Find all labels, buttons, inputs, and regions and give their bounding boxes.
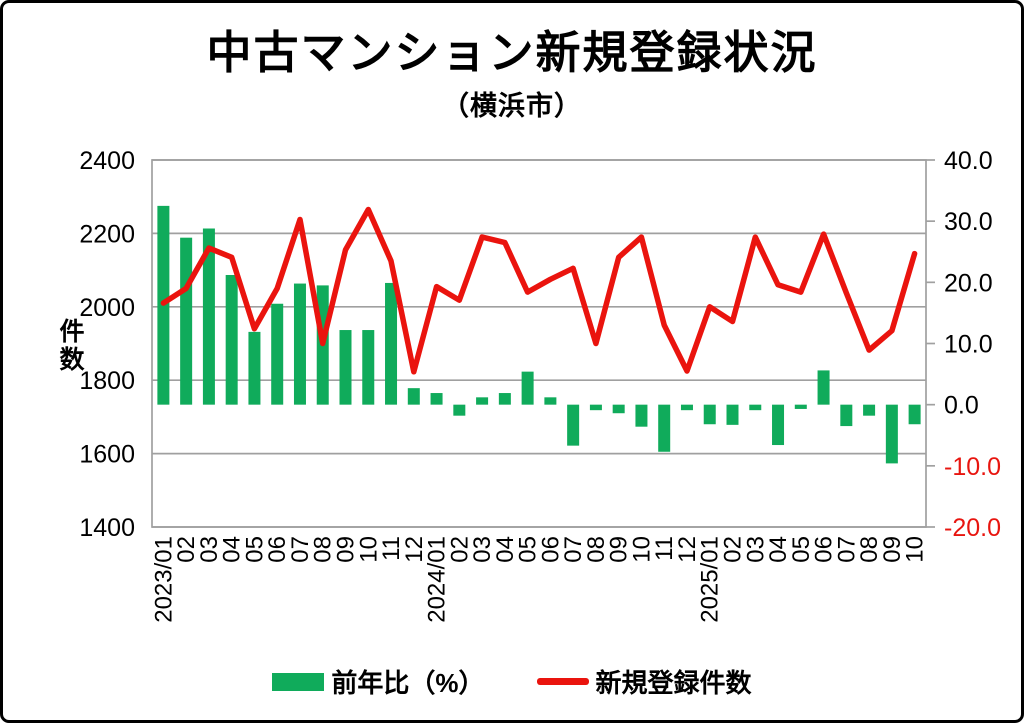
x-axis-tick-label: 2025/01 <box>697 536 724 623</box>
yoy-bar <box>612 404 625 414</box>
x-axis-tick-label: 06 <box>264 536 291 563</box>
right-axis-tick-label: 0.0 <box>944 392 979 420</box>
yoy-bar <box>385 282 398 405</box>
x-axis-tick-label: 02 <box>173 536 200 563</box>
yoy-bar <box>430 393 443 405</box>
x-axis-tick-label: 05 <box>241 536 268 563</box>
yoy-bar <box>339 330 352 405</box>
x-axis-tick-label: 2024/01 <box>424 536 451 623</box>
x-axis-tick-label: 09 <box>606 536 633 563</box>
right-axis-tick-label: -10.0 <box>944 453 1001 481</box>
x-axis-tick-label: 03 <box>742 536 769 563</box>
page-subtitle: （横浜市） <box>442 91 582 121</box>
yoy-bar <box>248 331 261 405</box>
left-axis-tick-label: 1600 <box>79 441 135 469</box>
yoy-bar <box>908 404 921 425</box>
yoy-bar <box>271 303 284 405</box>
x-axis-tick-label: 08 <box>856 536 883 563</box>
x-axis-tick-label: 09 <box>333 536 360 563</box>
y-axis-title: 件 <box>59 318 84 346</box>
yoy-bar <box>703 404 716 425</box>
right-axis-tick-label: 10.0 <box>944 331 993 359</box>
yoy-bar <box>498 393 511 405</box>
x-axis-tick-label: 07 <box>560 536 587 563</box>
x-axis-tick-label: 12 <box>674 536 701 563</box>
y-axis-title: 数 <box>59 346 85 374</box>
x-axis-tick-label: 11 <box>378 536 405 561</box>
yoy-bar <box>225 274 238 405</box>
x-axis-tick-label: 03 <box>469 536 496 563</box>
x-axis-tick-label: 04 <box>219 536 246 563</box>
x-axis-tick-label: 07 <box>833 536 860 563</box>
right-axis-tick-label: 40.0 <box>944 147 993 175</box>
x-axis-tick-label: 07 <box>287 536 314 563</box>
x-axis-tick-label: 06 <box>537 536 564 563</box>
yoy-bar <box>726 404 739 425</box>
x-axis-tick-label: 02 <box>446 536 473 563</box>
x-axis-tick-label: 03 <box>196 536 223 563</box>
yoy-bar <box>362 330 375 405</box>
x-axis-tick-label: 10 <box>628 536 655 563</box>
left-axis-tick-label: 2400 <box>79 147 135 175</box>
yoy-bar <box>202 228 215 405</box>
legend-item-registrations: 新規登録件数 <box>536 663 752 700</box>
x-axis-tick-label: 02 <box>720 536 747 563</box>
legend-item-yoy: 前年比（%） <box>272 663 485 700</box>
yoy-bar <box>476 397 489 405</box>
yoy-bar <box>817 370 830 405</box>
yoy-bar <box>680 404 693 411</box>
page-title: 中古マンション新規登録状況 <box>206 27 818 78</box>
yoy-bar <box>772 404 785 446</box>
legend-label-yoy: 前年比（%） <box>331 668 485 698</box>
yoy-bar <box>658 404 671 452</box>
yoy-bar <box>589 404 602 411</box>
yoy-bar <box>180 237 193 405</box>
x-axis-tick-label: 04 <box>765 536 792 563</box>
x-axis-tick-label: 06 <box>811 536 838 563</box>
yoy-bar <box>635 404 648 427</box>
yoy-bar <box>544 397 557 405</box>
left-axis-tick-label: 2200 <box>79 220 135 248</box>
yoy-bar <box>521 371 534 405</box>
right-axis-tick-label: -20.0 <box>944 514 1001 542</box>
x-axis-tick-label: 05 <box>515 536 542 563</box>
x-axis-tick-label: 2023/01 <box>150 536 177 623</box>
yoy-bar <box>293 283 306 405</box>
plot-border <box>151 159 927 528</box>
x-axis-tick-label: 11 <box>651 536 678 561</box>
bar-series-swatch-icon <box>272 672 325 691</box>
yoy-bar <box>567 404 580 446</box>
yoy-bar <box>840 404 853 427</box>
left-axis-tick-label: 2000 <box>79 294 135 322</box>
line-series-swatch-icon <box>536 678 589 685</box>
legend-label-registrations: 新規登録件数 <box>595 668 752 698</box>
x-axis-tick-label: 10 <box>902 536 929 563</box>
yoy-bar <box>863 404 876 416</box>
right-axis-tick-label: 30.0 <box>944 208 993 236</box>
right-axis-tick-label: 20.0 <box>944 269 993 297</box>
x-axis-tick-label: 10 <box>355 536 382 563</box>
chart-legend: 前年比（%） 新規登録件数 <box>0 663 1024 700</box>
x-axis-tick-label: 12 <box>401 536 428 563</box>
x-axis-tick-label: 09 <box>879 536 906 563</box>
registrations-line <box>160 206 918 375</box>
x-axis-tick-label: 04 <box>492 536 519 563</box>
yoy-bar <box>749 404 762 411</box>
yoy-bar <box>885 404 898 464</box>
x-axis-tick-label: 08 <box>583 536 610 563</box>
yoy-bar <box>407 388 420 405</box>
x-axis-tick-label: 05 <box>788 536 815 563</box>
left-axis-tick-label: 1800 <box>79 367 135 395</box>
yoy-bar <box>794 404 807 409</box>
yoy-bar <box>453 404 466 416</box>
left-axis-tick-label: 1400 <box>79 514 135 542</box>
x-axis-tick-label: 08 <box>310 536 337 563</box>
